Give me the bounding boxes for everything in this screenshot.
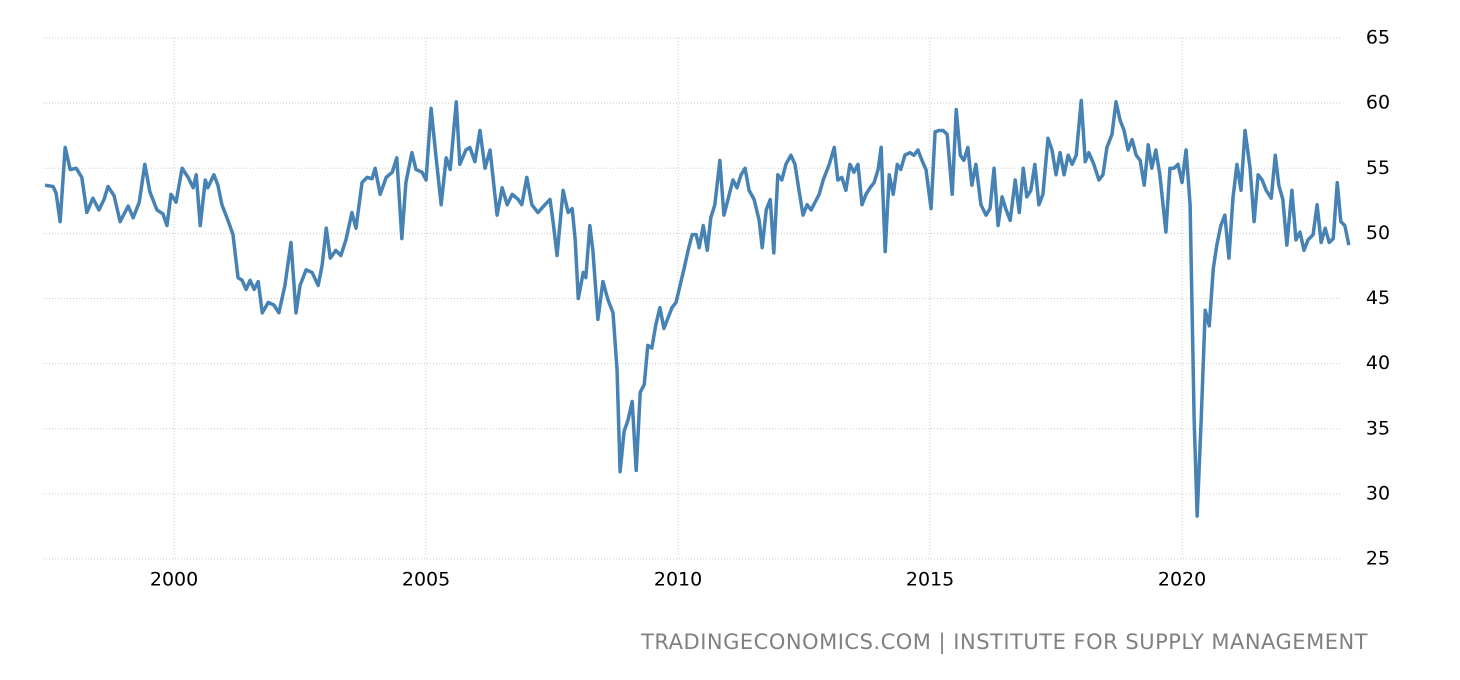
- data-line: [44, 98, 1351, 518]
- y-tick-label: 55: [1366, 157, 1390, 179]
- y-tick-label: 35: [1366, 417, 1390, 439]
- x-tick-label: 2010: [654, 569, 702, 591]
- x-tick-label: 2015: [906, 569, 954, 591]
- x-tick-label: 2020: [1158, 569, 1206, 591]
- y-tick-label: 30: [1366, 482, 1390, 504]
- y-tick-label: 25: [1366, 548, 1390, 570]
- y-tick-label: 60: [1366, 92, 1390, 114]
- y-tick-label: 50: [1366, 222, 1390, 244]
- y-tick-label: 65: [1366, 27, 1390, 49]
- y-tick-label: 40: [1366, 352, 1390, 374]
- x-tick-label: 2005: [402, 569, 450, 591]
- x-tick-label: 2000: [150, 569, 198, 591]
- y-tick-label: 45: [1366, 287, 1390, 309]
- source: TRADINGECONOMICS.COM | INSTITUTE FOR SUP…: [640, 630, 1368, 655]
